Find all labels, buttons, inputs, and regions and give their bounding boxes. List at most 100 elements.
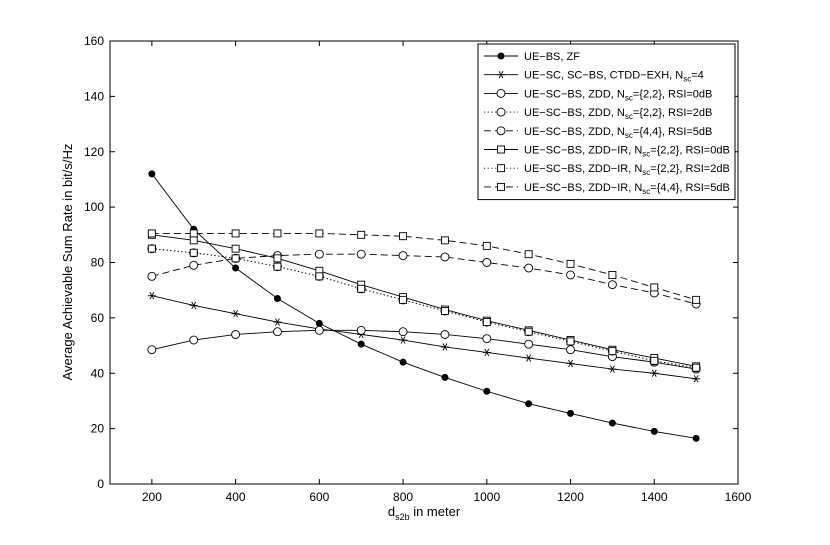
series-line	[151, 329, 697, 370]
data-point	[567, 409, 575, 417]
legend-label: UE−SC−BS, ZDD−IR, Nsc={2,2}, RSI=0dB	[524, 145, 730, 159]
data-point	[482, 334, 492, 344]
x-tick-label: 1600	[725, 490, 752, 504]
data-point	[273, 318, 282, 326]
legend-label: UE−SC−BS, ZDD, Nsc={2,2}, RSI=2dB	[524, 107, 712, 121]
data-point	[231, 330, 241, 339]
data-point	[398, 251, 408, 261]
data-point	[440, 307, 449, 315]
data-point	[357, 340, 365, 348]
data-point	[497, 164, 505, 173]
x-axis-label-rest: in meter	[410, 504, 461, 519]
data-point	[440, 236, 449, 245]
data-point	[147, 292, 156, 300]
data-point	[497, 71, 505, 79]
data-point	[232, 264, 240, 272]
y-axis-label: Average Achievable Sum Rate in bit/s/Hz	[60, 144, 75, 381]
x-tick-label: 400	[226, 490, 246, 504]
data-point	[692, 295, 701, 304]
legend-label-sub: sc	[642, 150, 650, 159]
data-point	[608, 271, 617, 279]
data-point	[189, 260, 199, 270]
data-point	[399, 358, 407, 366]
legend-label-rest: ={2,2}, RSI=2dB	[650, 163, 730, 175]
y-tick-label: 140	[84, 89, 104, 103]
data-point	[524, 263, 534, 273]
legend-label-main: UE−SC−BS, ZDD, N	[524, 107, 625, 119]
data-point	[273, 254, 282, 263]
legend-label-rest: =4	[691, 70, 704, 82]
x-tick-label: 600	[309, 490, 329, 504]
data-point	[496, 88, 506, 98]
legend-label-main: UE−BS, ZF	[524, 51, 580, 63]
legend-label-rest: ={4,4}, RSI=5dB	[633, 126, 713, 138]
data-point	[440, 343, 449, 351]
data-point	[273, 327, 282, 337]
legend-label-sub: sc	[642, 168, 650, 177]
data-point	[566, 345, 575, 355]
series-line	[151, 234, 697, 367]
x-tick-label: 1200	[557, 490, 584, 504]
y-tick-label: 0	[97, 477, 104, 491]
legend-label-rest: ={2,2}, RSI=0dB	[650, 145, 730, 157]
legend-entry: UE−SC−BS, ZDD−IR, Nsc={2,2}, RSI=0dB	[484, 145, 730, 159]
data-point	[607, 280, 617, 290]
legend-entry: UE−SC−BS, ZDD, Nsc={2,2}, RSI=2dB	[484, 107, 712, 121]
data-point	[315, 229, 324, 238]
y-tick-label: 20	[91, 422, 105, 436]
legend-entry: UE−SC, SC−BS, CTDD−EXH, Nsc=4	[484, 70, 704, 84]
data-point	[189, 229, 198, 238]
x-tick-label: 800	[393, 490, 413, 504]
data-point	[273, 262, 282, 271]
data-point	[497, 52, 505, 60]
data-point	[608, 419, 616, 427]
legend-label: UE−SC, SC−BS, CTDD−EXH, Nsc=4	[524, 70, 704, 84]
legend-entry: UE−SC−BS, ZDD−IR, Nsc={4,4}, RSI=5dB	[484, 182, 730, 196]
legend-label: UE−SC−BS, ZDD−IR, Nsc={4,4}, RSI=5dB	[524, 182, 730, 196]
y-tick-label: 160	[84, 34, 104, 48]
legend-entry: UE−SC−BS, ZDD, Nsc={4,4}, RSI=5dB	[484, 126, 712, 140]
data-point	[566, 359, 575, 368]
legend-label: UE−BS, ZF	[524, 51, 580, 63]
data-point	[315, 319, 323, 327]
legend-label-rest: ={2,2}, RSI=0dB	[633, 88, 713, 100]
x-tick-label: 1400	[641, 490, 668, 504]
legend-label: UE−SC−BS, ZDD, Nsc={4,4}, RSI=5dB	[524, 126, 712, 140]
series-line	[151, 248, 697, 369]
y-tick-label: 60	[91, 311, 105, 325]
data-point	[357, 284, 366, 293]
data-point	[524, 354, 533, 362]
data-point	[189, 301, 198, 310]
legend-label-main: UE−SC−BS, ZDD, N	[524, 126, 625, 138]
series-7	[147, 244, 701, 372]
data-point	[440, 330, 450, 339]
series-line	[151, 253, 697, 305]
data-point	[608, 365, 617, 373]
data-point	[482, 348, 491, 357]
legend-entry: UE−SC−BS, ZDD−IR, Nsc={2,2}, RSI=2dB	[484, 163, 730, 177]
data-point	[608, 347, 617, 356]
data-point	[189, 248, 198, 257]
data-point	[273, 229, 282, 238]
data-point	[231, 229, 240, 238]
data-point	[497, 145, 505, 154]
legend-label-sub: sc	[683, 75, 691, 84]
data-point	[399, 232, 408, 241]
legend-label-main: UE−SC, SC−BS, CTDD−EXH, N	[524, 70, 683, 82]
data-point	[231, 310, 240, 318]
data-point	[147, 229, 156, 238]
data-point	[231, 244, 240, 253]
data-point	[496, 107, 506, 117]
data-point	[357, 230, 366, 239]
data-point	[525, 400, 533, 408]
legend-entry: UE−BS, ZF	[484, 51, 580, 63]
series-layer	[147, 170, 701, 442]
legend-label-rest: ={4,4}, RSI=5dB	[650, 182, 730, 194]
data-point	[650, 356, 659, 365]
legend-label-main: UE−SC−BS, ZDD−IR, N	[524, 145, 642, 157]
data-point	[314, 249, 324, 259]
legend-label-sub: sc	[625, 131, 633, 140]
data-point	[692, 363, 701, 372]
